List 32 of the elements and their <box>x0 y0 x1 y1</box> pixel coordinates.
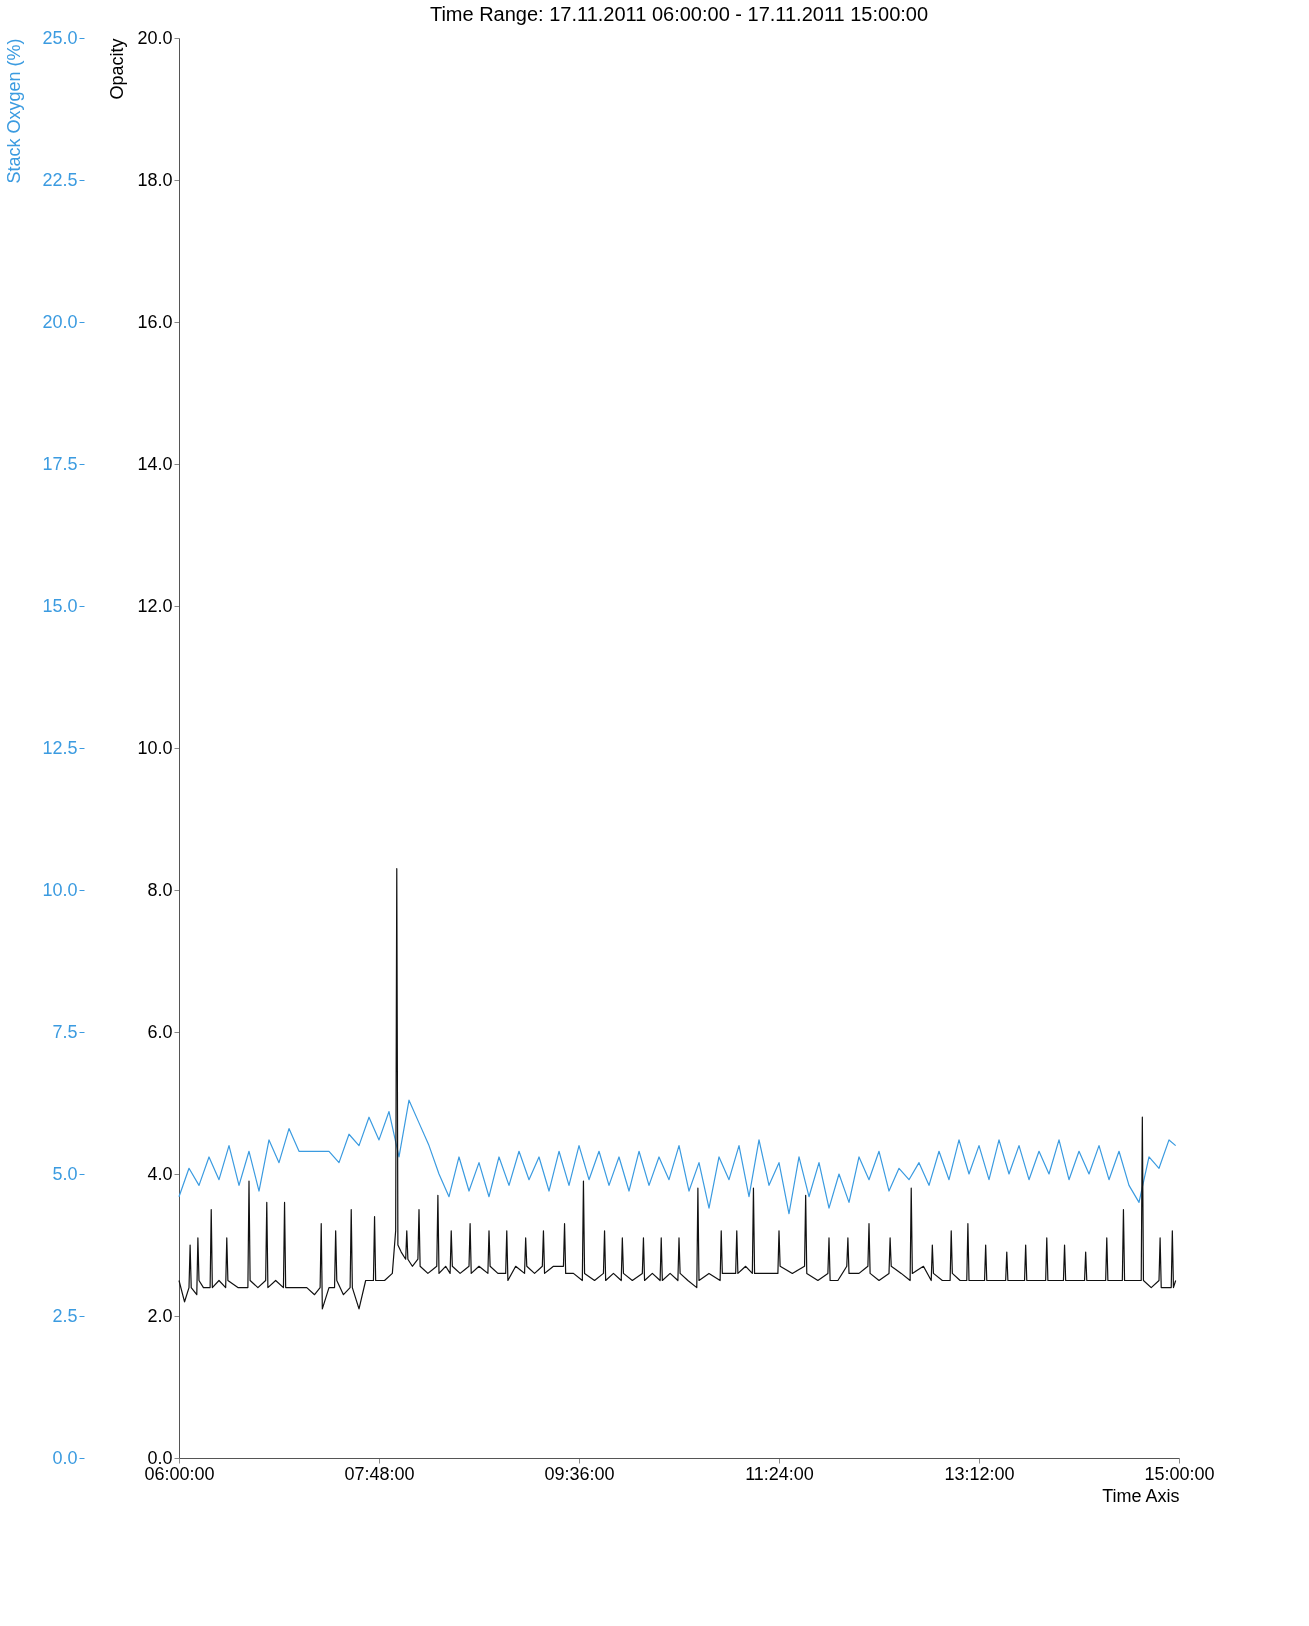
x-tick-label: 07:48:00 <box>344 1463 415 1484</box>
chart-title: Time Range: 17.11.2011 06:00:00 - 17.11.2011 15:00:00 <box>429 3 929 25</box>
y2-tick-label: 12.5 <box>42 737 78 758</box>
y-tick-label: 18.0 <box>137 169 173 190</box>
y2-tick-label: 10.0 <box>42 879 78 900</box>
y-tick-label: 2.0 <box>147 1305 173 1326</box>
y2-tick-label: 25.0 <box>42 27 78 48</box>
y-tick-label: 16.0 <box>137 311 173 332</box>
y-axis-title: Opacity <box>107 38 128 100</box>
y2-tick-label: 20.0 <box>42 311 78 332</box>
y2-axis-title: Stack Oxygen (%) <box>4 38 25 184</box>
x-tick-label: 09:36:00 <box>544 1463 615 1484</box>
y2-tick-label: 15.0 <box>42 595 78 616</box>
y-tick-label: 4.0 <box>147 1163 173 1184</box>
y-tick-label: 10.0 <box>137 737 173 758</box>
y2-tick-label: 7.5 <box>52 1021 78 1042</box>
y-tick-label: 14.0 <box>137 453 173 474</box>
y-tick-label: 12.0 <box>137 595 173 616</box>
x-tick-label: 13:12:00 <box>944 1463 1015 1484</box>
y2-tick-label: 5.0 <box>52 1163 78 1184</box>
x-tick-label: 15:00:00 <box>1144 1463 1215 1484</box>
line-series <box>178 868 1177 1310</box>
y-tick-label: 6.0 <box>147 1021 173 1042</box>
x-axis-title: Time Axis <box>1102 1485 1180 1506</box>
y2-tick-label: 0.0 <box>52 1447 78 1468</box>
y-tick-label: 20.0 <box>137 27 173 48</box>
y2-tick-label: 2.5 <box>52 1305 78 1326</box>
y2-tick-label: 22.5 <box>42 169 78 190</box>
x-tick-label: 11:24:00 <box>745 1463 814 1484</box>
y-tick-label: 8.0 <box>147 879 173 900</box>
line-series <box>178 1099 1177 1215</box>
y2-tick-label: 17.5 <box>42 453 78 474</box>
